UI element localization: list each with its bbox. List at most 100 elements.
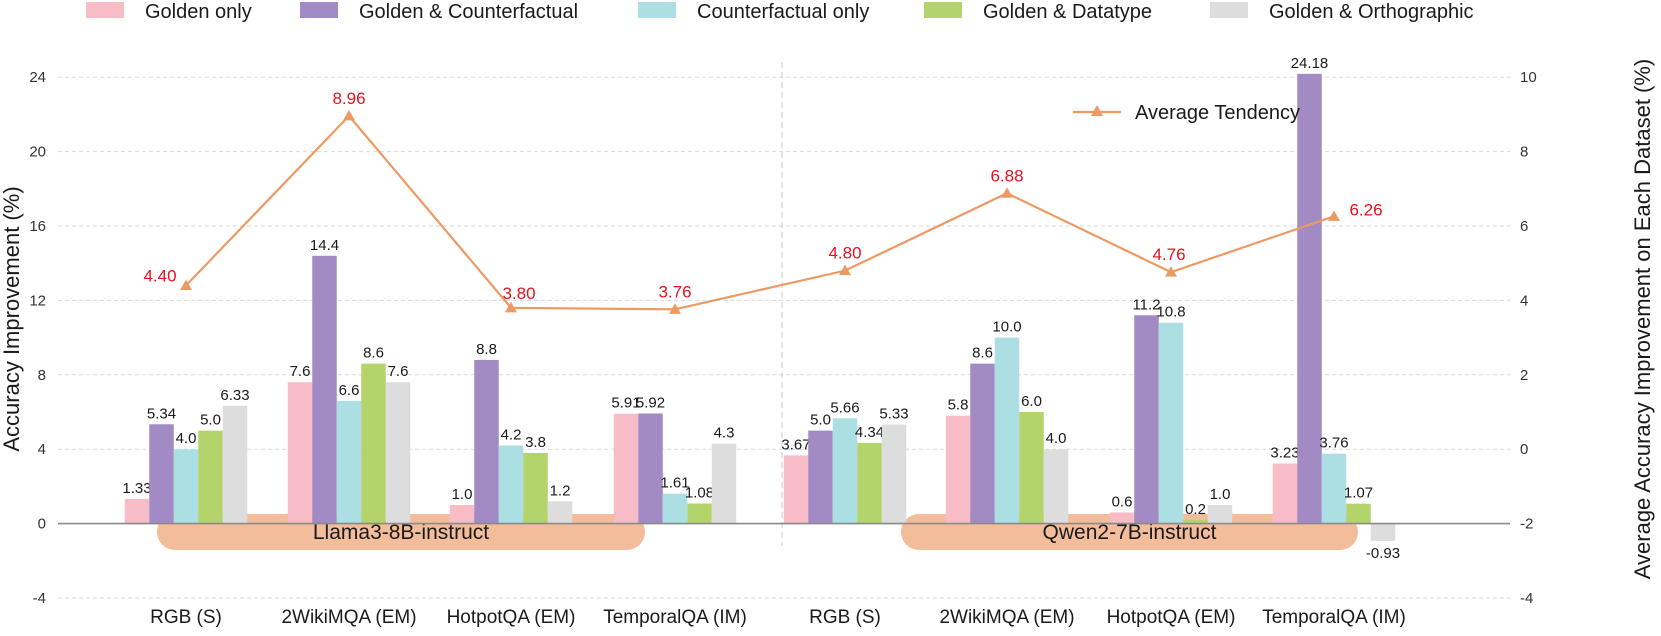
bar [1109, 512, 1135, 524]
legend-label: Counterfactual only [697, 1, 869, 23]
average-point [839, 264, 851, 276]
y-tick-label-left: 20 [29, 144, 46, 161]
bar [1346, 503, 1371, 524]
bar-data-label: 4.0 [176, 430, 197, 447]
bar-data-label: 4.2 [501, 426, 522, 443]
bar [857, 442, 882, 524]
bar [1370, 523, 1396, 541]
bar [638, 413, 663, 524]
bar [361, 363, 386, 524]
y-tick-label-right: 10 [1520, 69, 1537, 86]
average-point [1165, 266, 1177, 277]
bar [945, 415, 971, 524]
y-tick-label-left: 0 [38, 516, 46, 533]
bar-data-label: 5.66 [830, 399, 859, 416]
bar [385, 382, 411, 524]
legend-swatch [86, 2, 124, 18]
y-tick-label-right: 6 [1520, 218, 1528, 235]
bar [687, 503, 712, 524]
bar-data-label: 14.4 [310, 237, 339, 254]
group-pill-label: Llama3-8B-instruct [313, 521, 489, 544]
bar [1183, 519, 1208, 524]
bar [808, 430, 833, 524]
bar-data-label: 1.0 [452, 486, 473, 503]
bar [1207, 505, 1233, 524]
bar-data-label: 8.8 [476, 341, 497, 358]
bar [547, 501, 573, 524]
bar-data-label: 4.34 [855, 424, 884, 441]
bar-data-label: 11.2 [1132, 296, 1160, 313]
bar [124, 498, 150, 524]
bar-data-label: 7.6 [290, 363, 311, 380]
average-data-label: 3.76 [658, 282, 691, 301]
bar-data-label: 6.33 [220, 387, 249, 404]
y-tick-label-left: 16 [29, 218, 46, 235]
legend-swatch [300, 2, 338, 18]
bar [1134, 315, 1159, 524]
average-data-label: 4.40 [143, 267, 176, 286]
bar-data-label: 1.08 [685, 485, 714, 502]
x-tick-label: HotpotQA (EM) [447, 607, 576, 628]
bar-data-label: 3.8 [525, 434, 546, 451]
bar [1158, 322, 1184, 524]
bar-data-label: 0.6 [1112, 493, 1133, 510]
y-tick-label-left: -4 [33, 590, 46, 607]
x-tick-label: 2WikiMQA (EM) [939, 607, 1074, 628]
y-tick-label-left: 8 [38, 367, 46, 384]
bar-data-label: 1.61 [660, 475, 689, 492]
bar [881, 424, 907, 524]
bar-data-label: 24.18 [1291, 55, 1329, 72]
y-tick-label-left: 4 [38, 441, 46, 458]
legend-swatch [638, 2, 676, 18]
bar-data-label: 3.23 [1270, 445, 1299, 462]
legend-label: Golden only [145, 1, 252, 23]
line-legend-marker [1091, 105, 1103, 116]
legend-swatch [924, 2, 962, 18]
bar-data-label: 7.6 [388, 363, 409, 380]
bar [222, 405, 248, 524]
average-data-label: 4.76 [1152, 245, 1185, 264]
bar-data-label: 5.34 [147, 405, 176, 422]
bar [613, 413, 639, 524]
y-tick-label-right: 2 [1520, 367, 1528, 384]
y-tick-label-right: -4 [1520, 590, 1533, 607]
bar [336, 400, 362, 524]
average-data-label: 6.26 [1349, 200, 1382, 219]
y-tick-label-right: 8 [1520, 144, 1528, 161]
y-axis-label-right: Average Accuracy Improvement on Each Dat… [1630, 59, 1655, 580]
bar [149, 424, 174, 524]
legend-label: Golden & Orthographic [1269, 1, 1474, 23]
bar-data-label: 5.8 [948, 397, 969, 414]
bar-data-label: 10.0 [992, 319, 1021, 336]
average-data-label: 6.88 [990, 166, 1023, 185]
bar [1321, 453, 1347, 524]
bar-data-label: 0.2 [1185, 501, 1206, 518]
y-tick-label-right: 0 [1520, 441, 1528, 458]
bar-data-label: 10.8 [1156, 304, 1185, 321]
bar [173, 449, 199, 524]
bar [1043, 449, 1069, 524]
bar-data-label: 6.0 [1021, 393, 1042, 410]
y-tick-label-right: 4 [1520, 292, 1528, 309]
y-axis-label-left: Accuracy Improvement (%) [0, 186, 24, 451]
average-tendency-line: 4.40 8.96 3.80 3.76 4.80 6.88 4.76 6.26 Average … [143, 89, 1383, 314]
bar-data-label: 8.6 [972, 345, 993, 362]
y-tick-label-left: 12 [29, 292, 46, 309]
x-tick-label: HotpotQA (EM) [1107, 607, 1236, 628]
bar [523, 452, 548, 524]
bar [198, 430, 223, 524]
line-legend-label: Average Tendency [1135, 102, 1300, 124]
x-tick-label: RGB (S) [809, 607, 881, 628]
bar [312, 255, 337, 524]
y-tick-label-right: -2 [1520, 516, 1533, 533]
legend-swatch [1210, 2, 1248, 18]
average-point [669, 303, 681, 314]
group-pill-label: Qwen2-7B-instruct [1043, 521, 1217, 544]
bar-data-label: 5.0 [200, 412, 221, 429]
average-point [505, 301, 517, 313]
bar [662, 493, 688, 524]
bar [1297, 73, 1322, 524]
y-tick-label-left: 24 [29, 69, 46, 86]
